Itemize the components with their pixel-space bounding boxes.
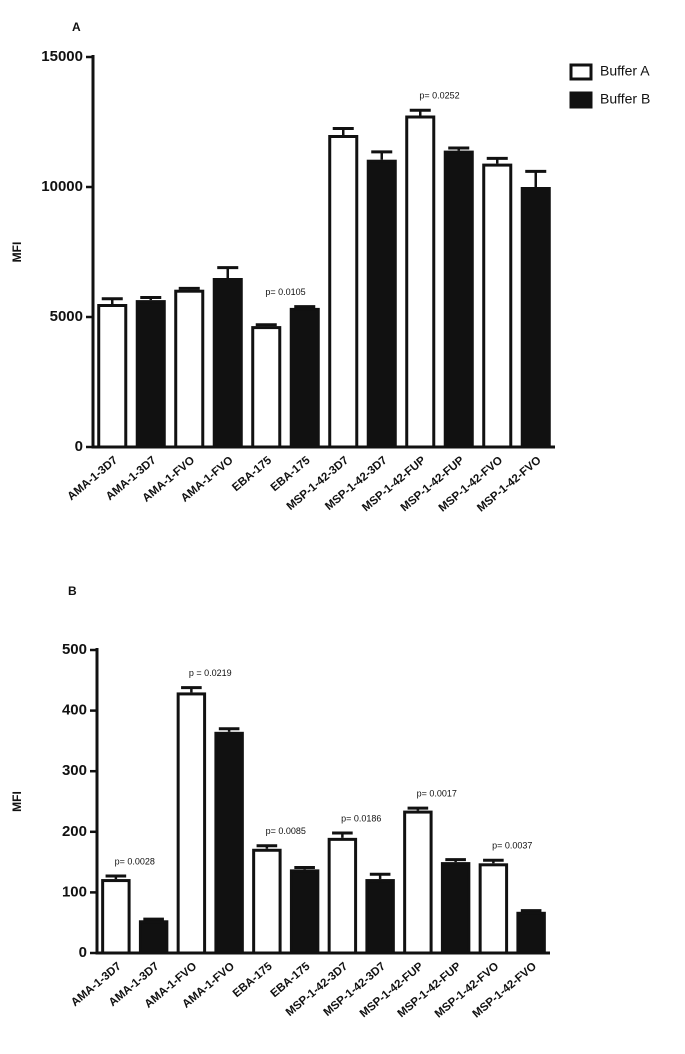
bar: [443, 150, 474, 449]
bar: [176, 692, 207, 955]
bar: [212, 278, 243, 449]
y-axis-label: MFI: [10, 791, 24, 812]
p-value: p= 0.0085: [266, 826, 306, 836]
bar: [482, 163, 513, 449]
p-value: p= 0.0017: [417, 789, 457, 799]
y-tick-label: 15000: [41, 48, 83, 65]
bar: [405, 115, 436, 449]
x-tick-label: MSP-1-42-FUP: [396, 960, 464, 1020]
y-tick-label: 300: [62, 762, 87, 779]
bar: [440, 862, 471, 955]
y-tick-label: 400: [62, 702, 87, 719]
bar: [366, 159, 397, 449]
x-tick-label: MSP-1-42-FVO: [471, 960, 539, 1020]
bar: [252, 848, 282, 955]
bar: [135, 300, 166, 449]
y-tick-label: 5000: [50, 308, 83, 325]
p-value: p= 0.0028: [115, 856, 155, 866]
legend-swatch: [569, 91, 593, 109]
y-tick-label: 200: [62, 823, 87, 840]
p-value: p = 0.0219: [189, 668, 232, 678]
p-value: p= 0.0252: [419, 91, 459, 101]
bar: [403, 810, 433, 955]
legend-swatch: [569, 63, 593, 81]
y-tick-label: 10000: [41, 178, 83, 195]
bar: [174, 289, 205, 449]
bar: [520, 187, 551, 449]
bar: [214, 731, 244, 955]
y-tick-label: 100: [62, 883, 87, 900]
p-value: p= 0.0037: [492, 841, 532, 851]
x-tick-label: EBA-175: [231, 960, 275, 1000]
bar: [101, 879, 131, 955]
bar: [327, 837, 358, 955]
x-tick-label: MSP-1-42-FVO: [433, 960, 501, 1020]
y-tick-label: 500: [62, 641, 87, 658]
y-axis-label: MFI: [10, 242, 24, 263]
legend-label: Buffer A: [600, 63, 650, 79]
panel-title: A: [72, 20, 81, 34]
bar: [516, 911, 546, 955]
p-value: p= 0.0186: [341, 813, 381, 823]
panel-title: B: [68, 584, 77, 598]
bar: [289, 307, 320, 449]
y-tick-label: 0: [75, 438, 83, 455]
x-tick-label: EBA-175: [230, 454, 274, 494]
bar: [138, 920, 169, 955]
bar: [365, 879, 395, 955]
bar: [97, 304, 128, 449]
legend-label: Buffer B: [600, 91, 650, 107]
bar: [478, 863, 509, 955]
bar: [251, 326, 282, 449]
bar: [328, 135, 359, 449]
y-tick-label: 0: [79, 944, 87, 961]
x-tick-label: MSP-1-42-FUP: [358, 960, 426, 1020]
p-value: p= 0.0105: [265, 287, 305, 297]
bar: [289, 869, 320, 955]
